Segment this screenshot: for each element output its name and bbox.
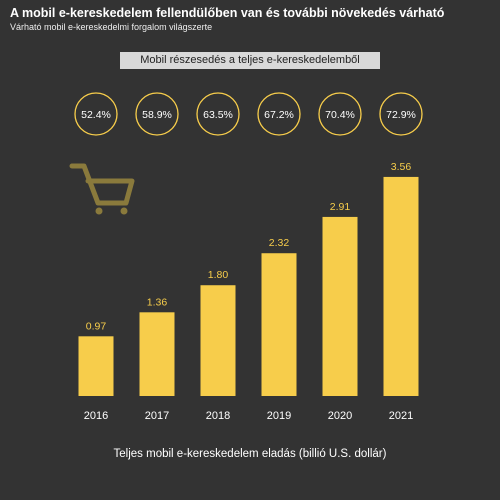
share-value: 52.4%	[81, 109, 111, 121]
share-circle	[318, 92, 362, 136]
chart-subtitle: Várható mobil e-kereskedelmi forgalom vi…	[10, 22, 213, 32]
share-value: 70.4%	[325, 109, 355, 121]
share-circle	[379, 92, 423, 136]
x-tick-label: 2019	[267, 410, 291, 422]
bar	[322, 216, 358, 396]
bar	[261, 253, 297, 396]
shopping-cart-icon	[69, 163, 135, 215]
share-circle	[196, 92, 240, 136]
x-tick-label: 2017	[145, 410, 169, 422]
mobile-share-label: Mobil részesedés a teljes e-kereskedelem…	[120, 52, 380, 69]
bar	[200, 285, 236, 396]
share-value: 67.2%	[264, 109, 294, 121]
bar-value-label: 0.97	[86, 320, 107, 332]
bar-value-label: 2.32	[269, 237, 290, 249]
x-tick-label: 2021	[389, 410, 413, 422]
bar	[139, 312, 175, 396]
share-circle	[74, 92, 118, 136]
bar-value-label: 1.80	[208, 269, 229, 281]
bar	[78, 336, 114, 396]
x-tick-label: 2016	[84, 410, 108, 422]
x-tick-label: 2018	[206, 410, 230, 422]
chart-title: A mobil e-kereskedelem fellendülőben van…	[10, 6, 445, 20]
bar-value-label: 3.56	[391, 161, 412, 173]
bar-value-label: 2.91	[330, 201, 351, 213]
share-value: 72.9%	[386, 109, 416, 121]
bar-value-label: 1.36	[147, 296, 168, 308]
share-circle	[257, 92, 301, 136]
share-circle	[135, 92, 179, 136]
x-axis-label: Teljes mobil e-kereskedelem eladás (bill…	[113, 448, 387, 460]
share-value: 58.9%	[142, 109, 172, 121]
bar	[383, 176, 419, 396]
share-value: 63.5%	[203, 109, 233, 121]
x-tick-label: 2020	[328, 410, 352, 422]
